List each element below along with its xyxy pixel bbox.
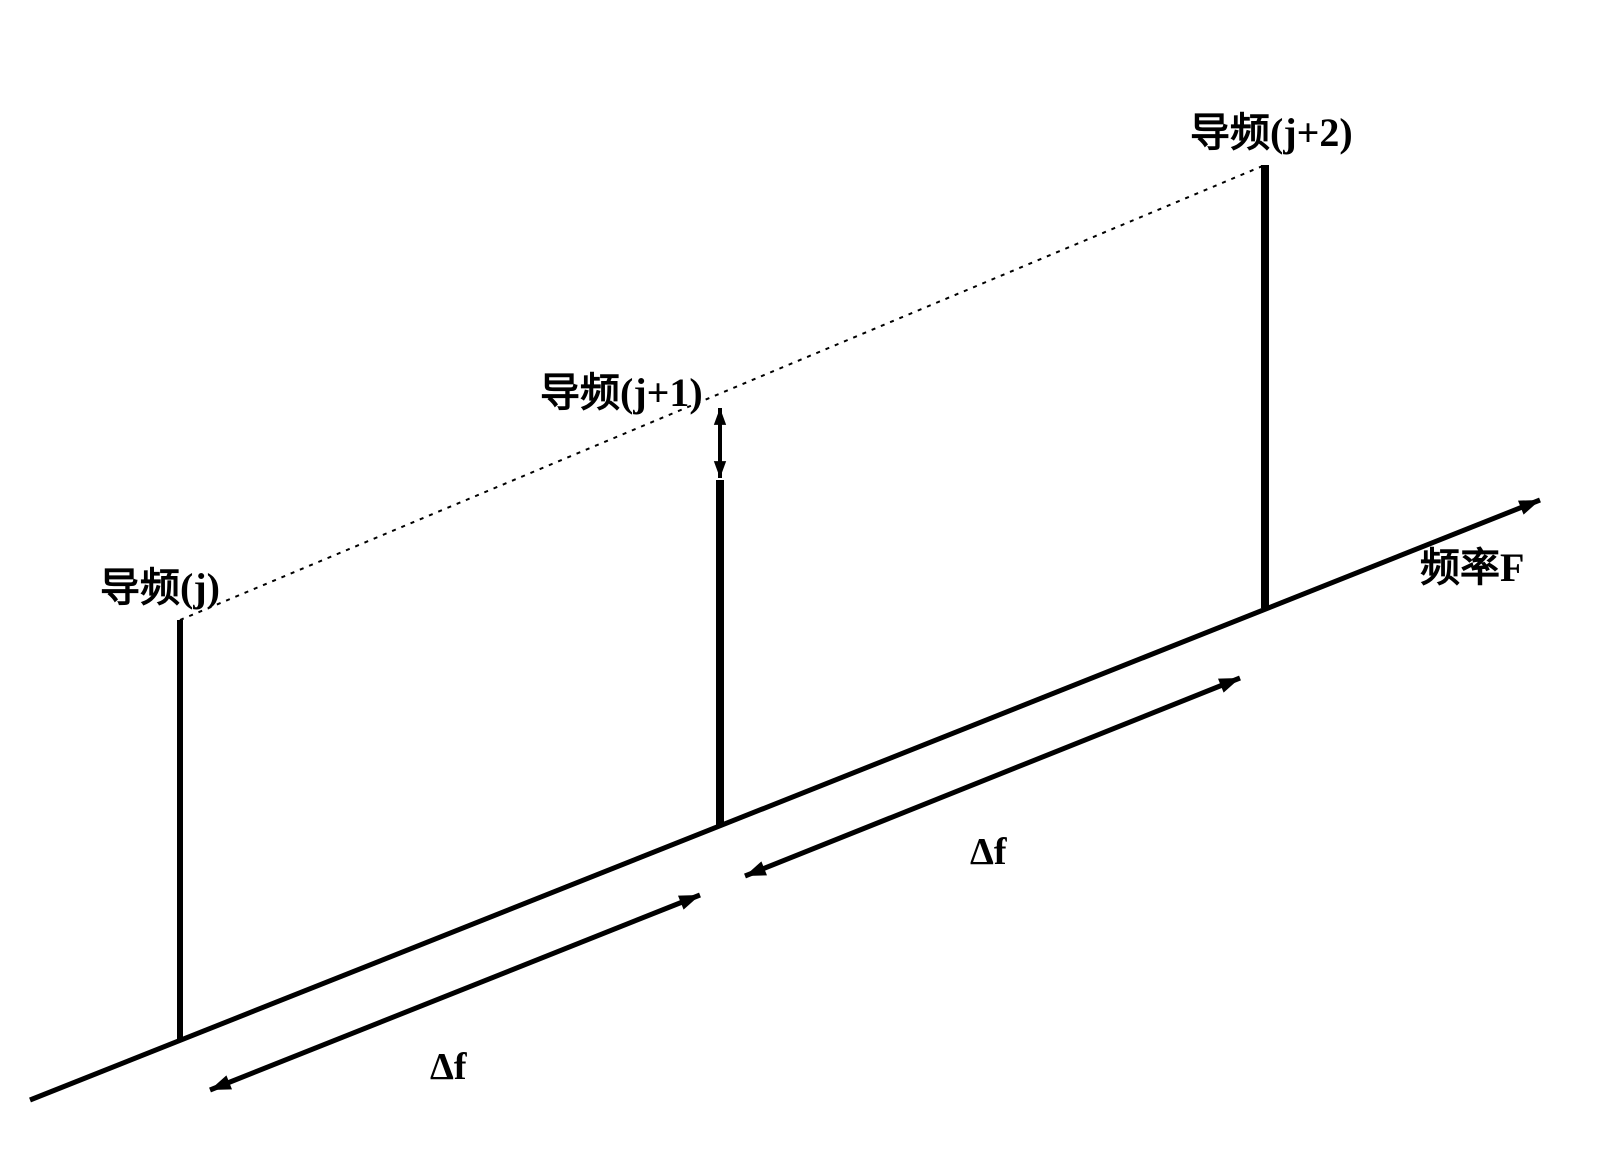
- frequency-diagram: [0, 0, 1608, 1173]
- pilot-label-1: 导频(j+1): [540, 360, 703, 418]
- pilot-label-0: 导频(j): [100, 555, 220, 613]
- delta-f-label-0: Δf: [430, 1045, 466, 1089]
- delta-f-label-1: Δf: [970, 830, 1006, 874]
- pilot-label-2: 导频(j+2): [1190, 100, 1353, 158]
- axis-label-frequency: 频率F: [1420, 535, 1524, 593]
